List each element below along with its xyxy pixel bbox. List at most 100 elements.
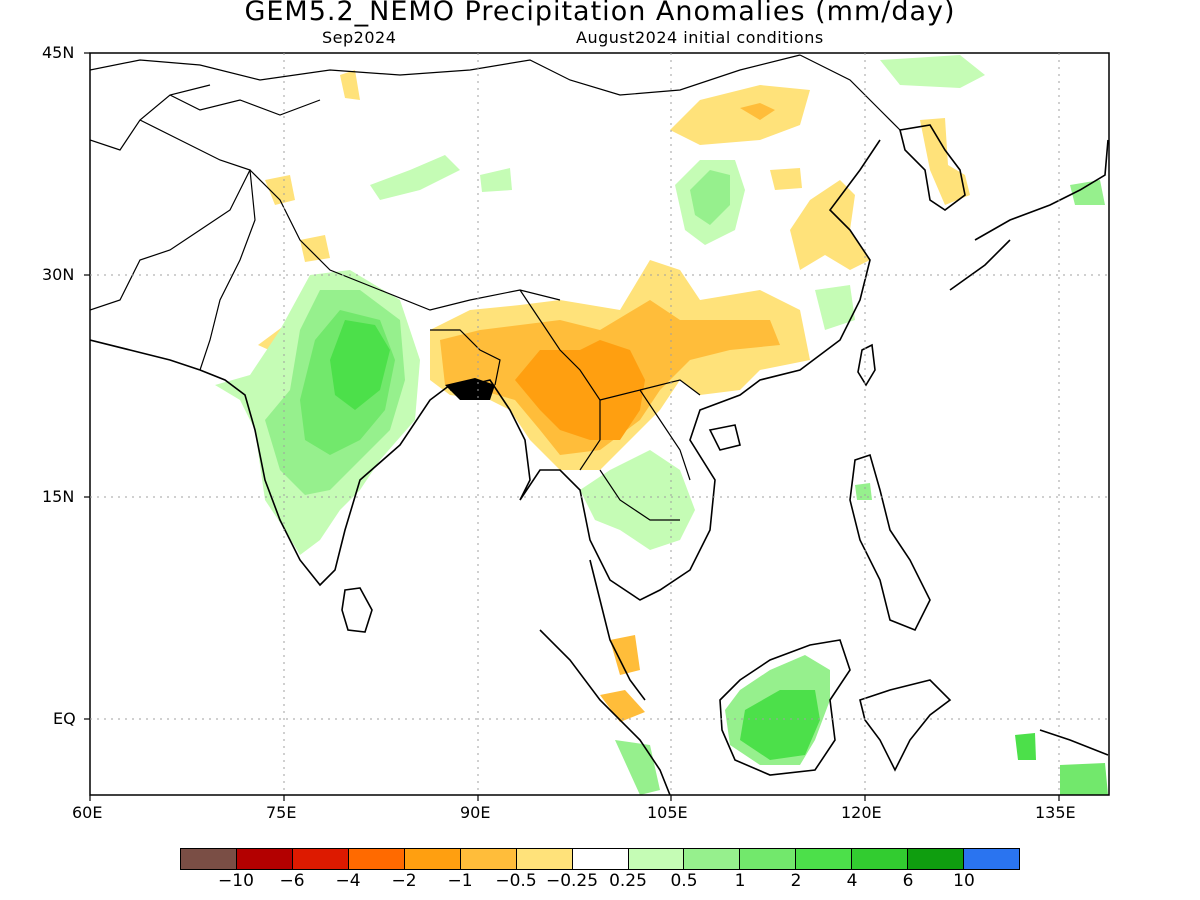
wet-patch-northeast-china — [880, 55, 985, 88]
border-thailand-cambodia — [599, 469, 680, 521]
colorbar-tick-label: −0.5 — [495, 871, 537, 891]
wet-patch-luzon — [855, 483, 872, 500]
wet-patch-new-guinea — [1060, 763, 1108, 795]
coastline-india — [199, 369, 451, 587]
dry-patch-mongolia-core — [740, 103, 775, 120]
coastline-korea — [899, 124, 966, 211]
lon-label-60e: 60E — [72, 803, 103, 822]
lat-label-eq: EQ — [53, 709, 76, 728]
coastline-malay-peninsula — [589, 559, 646, 701]
lon-label-135e: 135E — [1035, 803, 1076, 822]
wet-patch-fujian — [815, 285, 855, 330]
wet-patch-japan — [1070, 180, 1105, 205]
coastline-philippines — [849, 453, 931, 632]
dry-patch-himalaya — [265, 175, 295, 205]
colorbar-swatch — [516, 849, 573, 869]
colorbar-tick-label: −2 — [391, 871, 417, 891]
colorbar-tick-label: 1 — [734, 871, 746, 891]
colorbar-swatch — [348, 849, 405, 869]
bangladesh-delta — [445, 378, 495, 400]
colorbar-swatch — [292, 849, 349, 869]
colorbar-tick-label: −6 — [279, 871, 305, 891]
dry-patch-malaysia — [610, 635, 640, 675]
lat-label-45n: 45N — [42, 43, 75, 62]
border-afghanistan — [90, 119, 251, 311]
map-title: GEM5.2_NEMO Precipitation Anomalies (mm/… — [244, 0, 956, 27]
colorbar-swatch — [572, 849, 629, 869]
map-frame — [89, 52, 1110, 796]
coastline-sulawesi — [859, 679, 952, 772]
wet-patch-sumatra-south — [615, 740, 660, 795]
colorbar-tick-label: −4 — [335, 871, 361, 891]
axis-ticks — [84, 52, 1060, 801]
colorbar-swatch — [460, 849, 517, 869]
border-china-vietnam — [639, 379, 701, 396]
lat-label-15n: 15N — [42, 487, 75, 506]
wet-patch-gobi — [480, 168, 512, 192]
lon-label-105e: 105E — [647, 803, 688, 822]
border-iran-turkmen — [90, 84, 211, 151]
colorbar-swatch — [796, 849, 853, 869]
colorbar-tick-label: 10 — [953, 871, 975, 891]
coastline-borneo — [719, 639, 851, 776]
dry-patch-tibet — [770, 168, 802, 190]
dry-patch-mongolia — [670, 85, 810, 145]
colorbar-swatch — [964, 849, 1020, 869]
dry-patch-central-asia — [340, 70, 360, 100]
coastline-indochina — [449, 139, 881, 601]
wet-patch-qinghai-core — [690, 170, 730, 225]
border-laos-vietnam — [599, 389, 691, 481]
coastline-sri-lanka — [341, 587, 373, 633]
colorbar-swatch — [740, 849, 797, 869]
dry-anomalies — [258, 70, 970, 722]
lon-label-75e: 75E — [266, 803, 297, 822]
coastline-japan-south — [949, 239, 1011, 291]
colorbar-tick-label: 6 — [902, 871, 914, 891]
valid-month-label: Sep2024 — [322, 28, 397, 47]
coastline-japan — [974, 139, 1109, 241]
graticule — [90, 53, 1109, 795]
colorbar-swatch — [684, 849, 741, 869]
colorbar-swatch — [628, 849, 685, 869]
dry-patch-se-asia-core — [515, 340, 645, 440]
init-conditions-label: August2024 initial conditions — [576, 28, 824, 47]
border-pakistan-india — [199, 169, 256, 371]
anomaly-field — [90, 54, 1109, 795]
border-himalaya — [249, 169, 561, 311]
coastline-sumatra — [539, 629, 671, 795]
coastlines — [90, 124, 1109, 795]
colorbar-swatch — [852, 849, 909, 869]
delta-islands — [445, 378, 495, 400]
colorbar-tick-label: 2 — [790, 871, 802, 891]
lon-label-90e: 90E — [460, 803, 491, 822]
border-myanmar — [519, 289, 601, 471]
wet-patch-india-max — [330, 320, 390, 410]
coastline-hainan — [708, 424, 741, 451]
lat-label-30n: 30N — [42, 265, 75, 284]
colorbar-swatch — [236, 849, 293, 869]
colorbar-swatch — [908, 849, 965, 869]
political-borders — [90, 54, 901, 521]
dry-patch-korea — [920, 118, 970, 205]
dry-patch-sumatra — [600, 690, 645, 722]
colorbar-swatch — [181, 849, 237, 869]
wet-patch-thailand — [580, 450, 695, 550]
border-bangladesh — [430, 329, 501, 386]
coastline-taiwan — [857, 343, 876, 387]
wet-patch-tarim — [370, 155, 460, 200]
lon-label-120e: 120E — [841, 803, 882, 822]
wet-anomalies — [215, 55, 1108, 795]
colorbar-tick-label: 0.5 — [670, 871, 698, 891]
colorbar-tick-label: 4 — [846, 871, 858, 891]
border-kazakh — [169, 94, 321, 116]
border-central-asia — [90, 54, 801, 96]
wet-patch-kalimantan-core — [740, 690, 820, 760]
dry-patch-east-china — [790, 180, 870, 270]
coastline-new-guinea — [1039, 729, 1109, 756]
coastline-arabian-coast — [90, 339, 201, 371]
dry-patch-kashmir — [300, 235, 330, 262]
colorbar-tick-label: −10 — [218, 871, 254, 891]
colorbar — [180, 848, 1020, 870]
colorbar-tick-label: 0.25 — [609, 871, 647, 891]
